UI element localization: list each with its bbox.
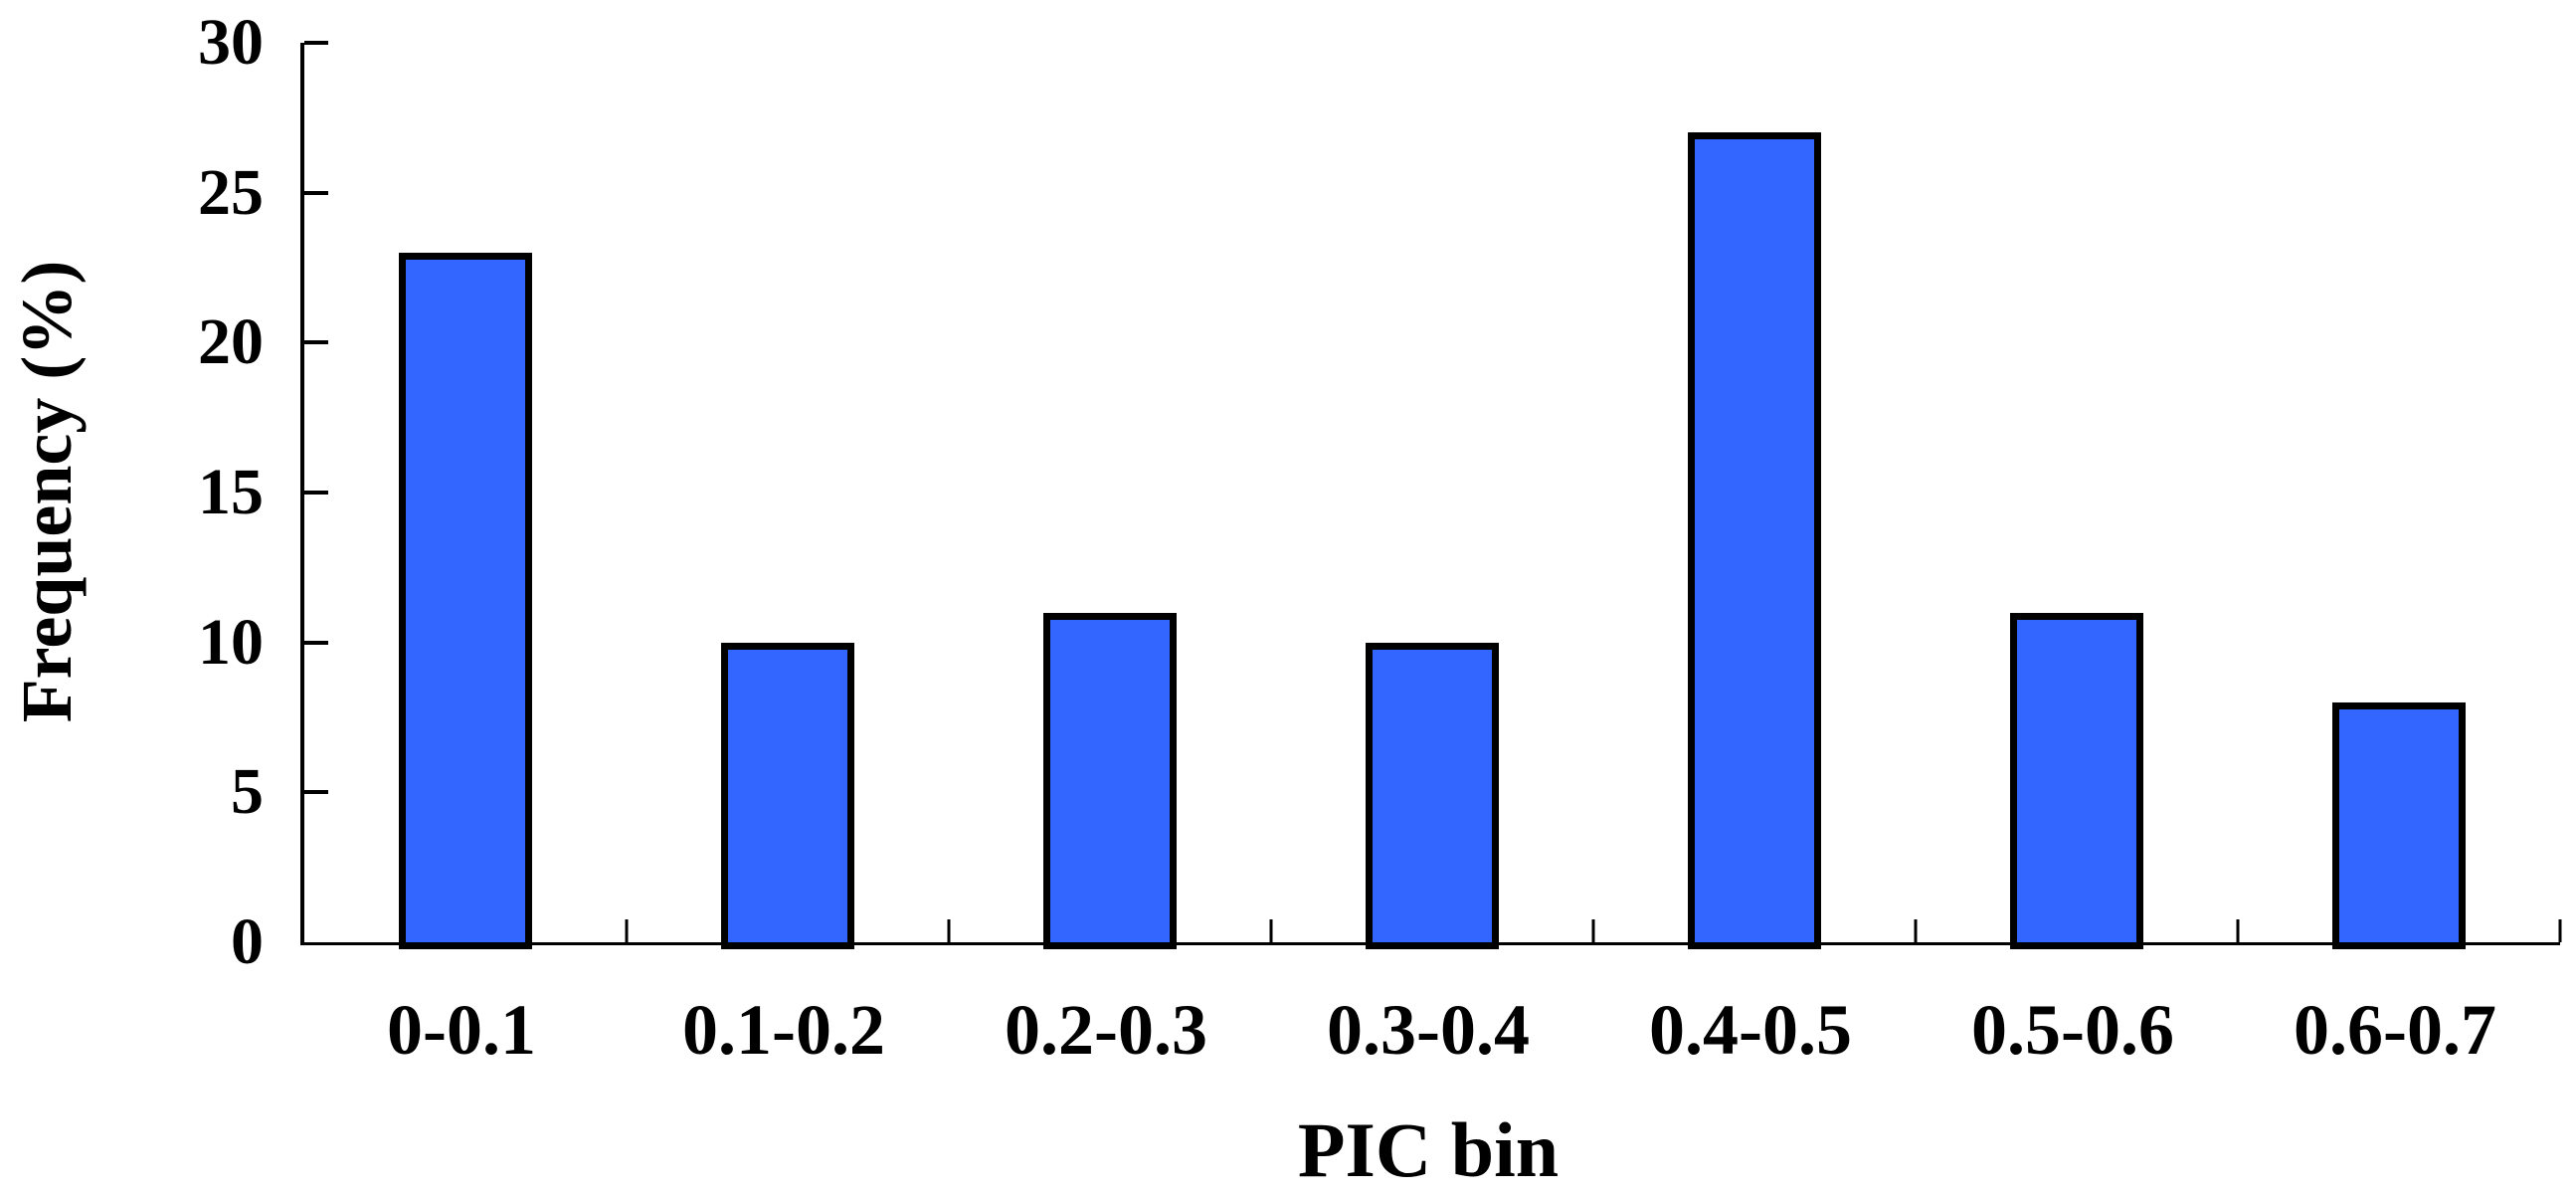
- y-tick-label: 0: [231, 905, 264, 978]
- y-tick-label: 30: [198, 6, 264, 79]
- plot-area: [300, 41, 2562, 949]
- y-tick-mark: [304, 190, 328, 195]
- x-tick-mark: [1591, 919, 1595, 942]
- bar-0-0.1: [399, 252, 532, 949]
- bar-0.4-0.5: [1688, 132, 1821, 949]
- y-tick-mark: [304, 491, 328, 495]
- x-tick-label: 0.3-0.4: [1327, 990, 1530, 1070]
- y-tick-mark: [304, 790, 328, 795]
- x-tick-label: 0-0.1: [387, 990, 536, 1070]
- y-tick-mark: [304, 640, 328, 645]
- bar-0.3-0.4: [1366, 642, 1499, 949]
- y-tick-mark: [304, 41, 328, 45]
- x-tick-label: 0.2-0.3: [1005, 990, 1207, 1070]
- bar-0.6-0.7: [2332, 701, 2466, 949]
- bar-0.1-0.2: [721, 642, 854, 949]
- bar-0.2-0.3: [1043, 612, 1177, 949]
- bar-0.5-0.6: [2010, 612, 2143, 949]
- x-tick-mark: [947, 919, 951, 942]
- y-tick-label: 5: [231, 755, 264, 829]
- x-tick-label: 0.5-0.6: [1971, 990, 2174, 1070]
- x-tick-mark: [2236, 919, 2240, 942]
- x-axis-title: PIC bin: [1297, 1106, 1560, 1193]
- x-tick-mark: [1914, 919, 1918, 942]
- x-tick-mark: [1269, 919, 1273, 942]
- y-tick-label: 25: [198, 155, 264, 229]
- y-tick-label: 15: [198, 456, 264, 528]
- x-tick-label: 0.4-0.5: [1649, 990, 1852, 1070]
- x-tick-label: 0.1-0.2: [682, 990, 885, 1070]
- y-tick-mark: [304, 340, 328, 345]
- y-tick-label: 20: [198, 305, 264, 379]
- x-tick-mark: [2558, 919, 2562, 942]
- y-tick-label: 10: [198, 605, 264, 679]
- x-tick-label: 0.6-0.7: [2294, 990, 2496, 1070]
- x-tick-mark: [625, 919, 629, 942]
